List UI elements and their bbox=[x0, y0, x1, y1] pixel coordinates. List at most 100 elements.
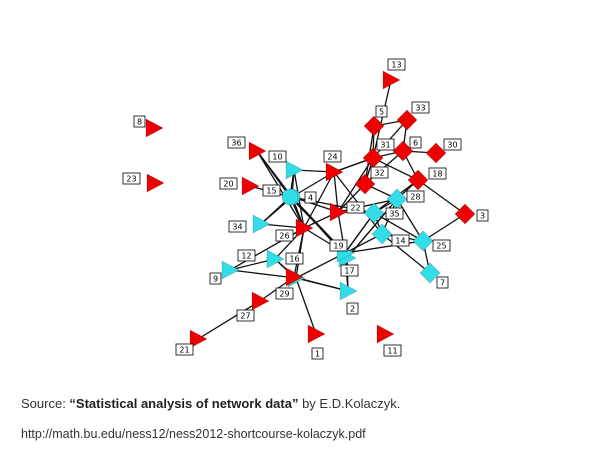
node-label-text: 23 bbox=[126, 175, 136, 184]
node-14-diamond bbox=[371, 223, 393, 245]
node-label-text: 32 bbox=[374, 169, 384, 178]
node-label-25: 25 bbox=[432, 239, 451, 252]
node-24-triangle bbox=[325, 162, 344, 182]
node-label-box bbox=[285, 252, 304, 265]
node-label-text: 34 bbox=[232, 223, 242, 232]
node-label-text: 16 bbox=[289, 255, 299, 264]
node-label-box bbox=[304, 191, 317, 204]
node-label-text: 30 bbox=[447, 141, 457, 150]
node-label-21: 21 bbox=[175, 343, 194, 356]
node-label-box bbox=[370, 166, 389, 179]
node-label-text: 8 bbox=[137, 118, 142, 127]
node-3-diamond bbox=[454, 203, 476, 225]
node-34-triangle bbox=[252, 214, 271, 234]
node-label-box bbox=[122, 172, 141, 185]
node-18-diamond bbox=[407, 169, 429, 191]
node-label-text: 3 bbox=[480, 212, 485, 221]
node-label-text: 27 bbox=[240, 312, 250, 321]
node-label-box bbox=[436, 276, 449, 289]
edge-29-2 bbox=[293, 276, 349, 292]
node-label-2: 2 bbox=[346, 302, 359, 315]
node-label-32: 32 bbox=[370, 166, 389, 179]
node-label-36: 36 bbox=[227, 136, 246, 149]
node-label-box bbox=[275, 229, 294, 242]
node-label-box bbox=[409, 136, 422, 149]
node-label-20: 20 bbox=[219, 177, 238, 190]
node-label-6: 6 bbox=[409, 136, 422, 149]
node-label-7: 7 bbox=[436, 276, 449, 289]
node-label-30: 30 bbox=[443, 138, 462, 151]
node-label-text: 17 bbox=[344, 267, 354, 276]
node-label-text: 2 bbox=[350, 305, 355, 314]
node-label-text: 10 bbox=[272, 153, 282, 162]
edge-35-25 bbox=[373, 212, 424, 242]
node-label-16: 16 bbox=[285, 252, 304, 265]
node-label-33: 33 bbox=[411, 101, 430, 114]
edge-27-21 bbox=[197, 300, 261, 340]
node-label-box bbox=[375, 105, 388, 118]
node-label-text: 19 bbox=[333, 242, 343, 251]
node-10-triangle bbox=[285, 160, 304, 180]
node-label-box bbox=[376, 138, 395, 151]
node-label-box bbox=[209, 272, 222, 285]
node-label-box bbox=[387, 58, 406, 71]
node-label-27: 27 bbox=[236, 309, 255, 322]
edge-18-3 bbox=[417, 179, 466, 215]
node-label-text: 29 bbox=[279, 290, 289, 299]
node-label-18: 18 bbox=[428, 167, 447, 180]
node-32-diamond bbox=[354, 173, 376, 195]
source-caption: Source: “Statistical analysis of network… bbox=[21, 396, 400, 411]
node-label-3: 3 bbox=[476, 209, 489, 222]
node-7-diamond bbox=[419, 262, 441, 284]
node-label-text: 5 bbox=[379, 108, 384, 117]
node-label-box bbox=[268, 150, 287, 163]
node-label-14: 14 bbox=[391, 234, 410, 247]
node-label-9: 9 bbox=[209, 272, 222, 285]
edge-13-31 bbox=[372, 79, 392, 159]
node-25-diamond bbox=[412, 230, 434, 252]
node-label-text: 22 bbox=[350, 204, 360, 213]
node-5-diamond bbox=[363, 115, 385, 137]
node-label-29: 29 bbox=[275, 287, 294, 300]
node-8-triangle bbox=[145, 118, 164, 138]
node-label-text: 21 bbox=[179, 346, 189, 355]
node-label-12: 12 bbox=[237, 249, 256, 262]
edge-16-19 bbox=[295, 252, 346, 279]
node-label-24: 24 bbox=[323, 150, 342, 163]
node-label-4: 4 bbox=[304, 191, 317, 204]
node-23-triangle bbox=[146, 173, 165, 193]
node-label-box bbox=[385, 207, 404, 220]
node-label-text: 1 bbox=[315, 350, 320, 359]
node-label-box bbox=[236, 309, 255, 322]
label-layer: 1234567891011121314151617181920212223242… bbox=[122, 58, 489, 360]
node-label-box bbox=[329, 239, 348, 252]
node-12-triangle bbox=[266, 249, 285, 269]
edge-26-29 bbox=[293, 227, 305, 278]
node-label-8: 8 bbox=[133, 115, 146, 128]
node-label-text: 24 bbox=[327, 153, 337, 162]
node-label-10: 10 bbox=[268, 150, 287, 163]
node-label-22: 22 bbox=[346, 201, 365, 214]
node-label-box bbox=[443, 138, 462, 151]
node-label-text: 11 bbox=[387, 347, 397, 356]
node-label-box bbox=[346, 302, 359, 315]
node-11-triangle bbox=[376, 324, 395, 344]
node-label-box bbox=[227, 136, 246, 149]
node-label-text: 14 bbox=[395, 237, 405, 246]
node-label-26: 26 bbox=[275, 229, 294, 242]
node-29-triangle bbox=[285, 267, 304, 287]
node-label-text: 20 bbox=[223, 180, 233, 189]
source-author: by E.D.Kolaczyk. bbox=[298, 396, 401, 411]
node-label-text: 18 bbox=[432, 170, 442, 179]
node-label-11: 11 bbox=[383, 344, 402, 357]
node-label-35: 35 bbox=[385, 207, 404, 220]
edge-19-35 bbox=[344, 212, 375, 254]
node-label-text: 12 bbox=[241, 252, 251, 261]
edge-28-25 bbox=[396, 198, 424, 242]
node-label-box bbox=[406, 190, 425, 203]
node-label-text: 26 bbox=[279, 232, 289, 241]
node-label-5: 5 bbox=[375, 105, 388, 118]
node-label-text: 9 bbox=[213, 275, 218, 284]
edge-16-9 bbox=[229, 269, 297, 279]
node-label-1: 1 bbox=[311, 347, 324, 360]
